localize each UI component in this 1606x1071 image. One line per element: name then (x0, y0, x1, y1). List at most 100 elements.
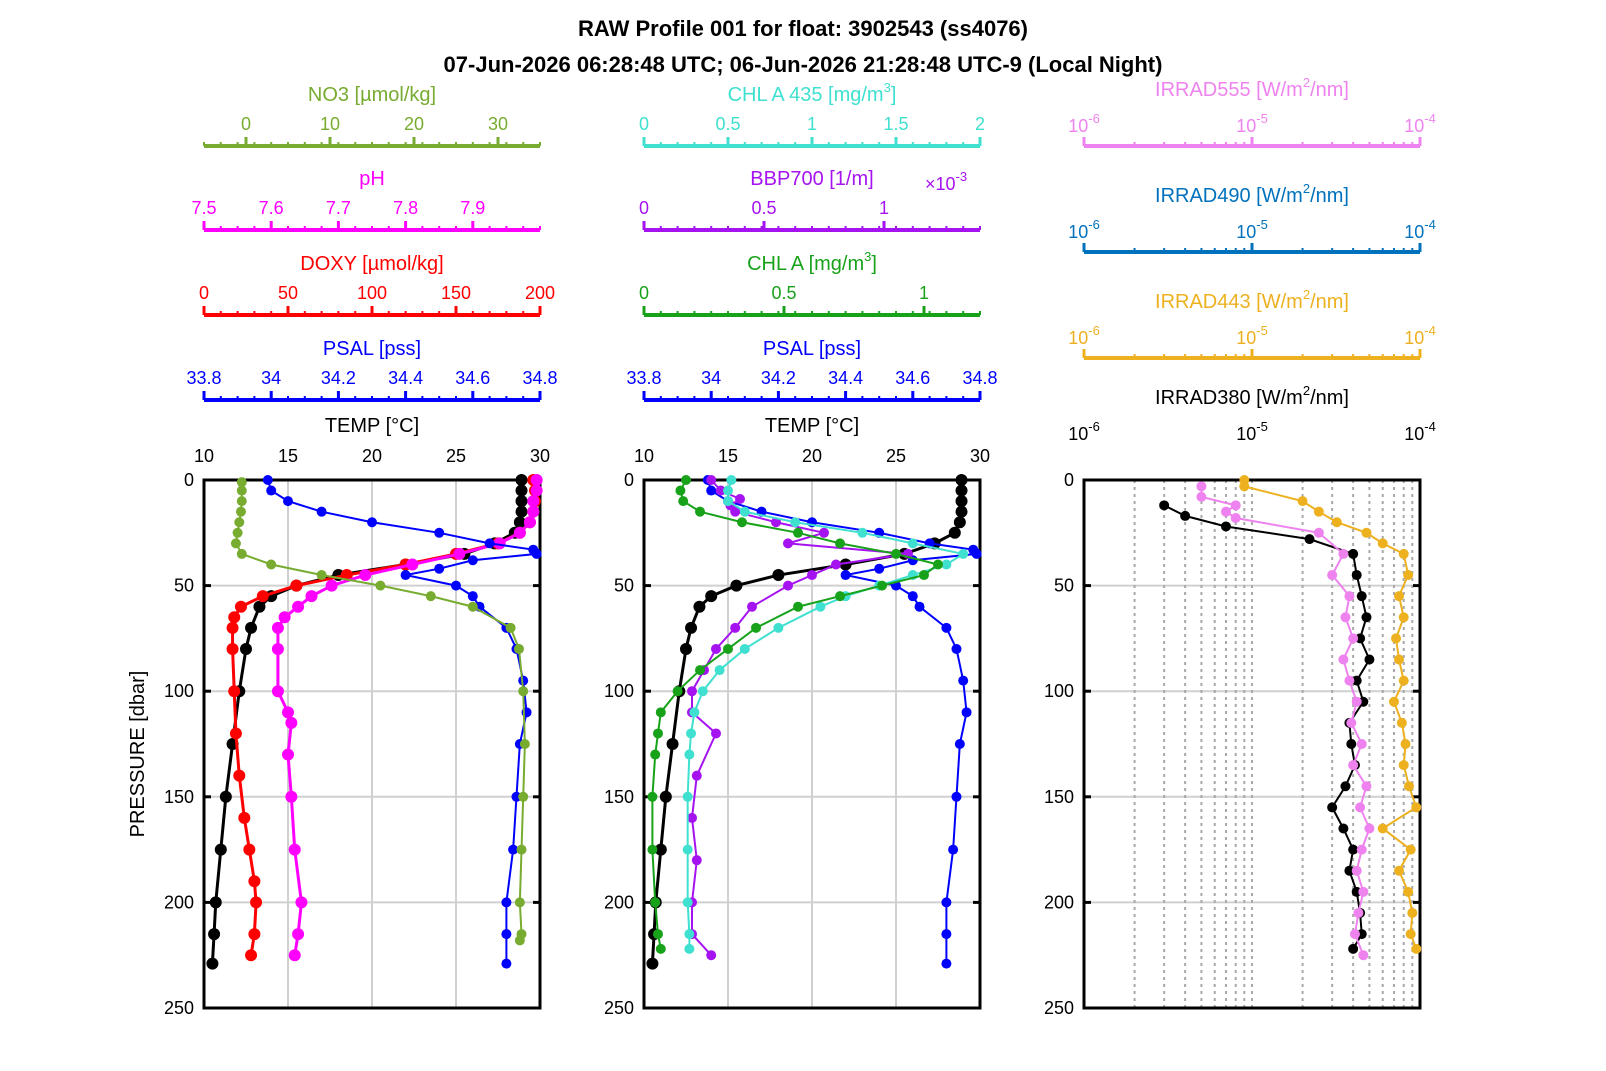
axis-ph: 7.5 7.6 7.7 7.8 7.9 pH (191, 168, 541, 232)
data-point (288, 843, 301, 856)
data-point (772, 569, 785, 582)
data-point (1196, 481, 1207, 492)
data-point (705, 590, 718, 603)
axis-tick-label: 10-4 (1404, 419, 1436, 444)
data-point (501, 897, 512, 908)
series-line-TEMP (650, 480, 964, 964)
data-point (493, 537, 506, 550)
data-point (793, 527, 803, 538)
data-point (236, 548, 247, 559)
y-tick-label: 0 (624, 470, 634, 490)
data-point (1364, 823, 1375, 834)
data-point (689, 707, 700, 718)
data-point (518, 675, 529, 686)
axis-tick-label: 34.8 (522, 368, 557, 388)
data-point (682, 844, 693, 855)
data-point (1344, 865, 1355, 876)
data-point (325, 579, 338, 592)
data-point (518, 791, 529, 802)
axis-tick-label: 15 (278, 446, 298, 466)
data-point (1364, 654, 1375, 665)
axis-tick-label: 30 (970, 446, 990, 466)
data-point (501, 958, 512, 969)
data-point (527, 505, 540, 518)
axis-title-temp: TEMP [°C] (765, 415, 859, 437)
axis-tick-label: 10-4 (1404, 217, 1436, 242)
data-point (515, 495, 528, 508)
data-point (1349, 929, 1360, 940)
axis-title-doxy: DOXY [µmol/kg] (300, 253, 443, 275)
data-point (514, 643, 524, 654)
data-point (292, 928, 305, 941)
axis-doxy: 0 50 100 150 200 DOXY [µmol/kg] (199, 253, 555, 317)
data-point (941, 897, 952, 908)
middle-plot: 0 50 100 150 200 250 (604, 470, 982, 1018)
data-point (948, 526, 961, 539)
axis-tick-label: 7.5 (191, 198, 216, 218)
axis-tick-label: 10-5 (1236, 111, 1268, 136)
data-point (292, 600, 305, 613)
data-point (1338, 548, 1349, 559)
series-NO3 (230, 477, 530, 946)
data-point (248, 875, 261, 888)
series-line-PSAL (266, 479, 539, 964)
data-point (228, 611, 241, 624)
data-point (271, 621, 284, 634)
data-point (523, 516, 536, 529)
data-point (684, 749, 695, 760)
data-point (467, 601, 478, 612)
data-point (467, 555, 478, 566)
data-point (282, 748, 294, 761)
y-tick-label: 150 (164, 787, 194, 807)
axis-tick-label: 7.7 (326, 198, 351, 218)
data-point (1400, 739, 1411, 749)
data-point (206, 957, 219, 970)
axis-tick-label: 10-6 (1068, 217, 1100, 242)
data-point (914, 601, 925, 612)
series-line-IRRAD380 (1163, 504, 1371, 950)
data-point (1338, 823, 1349, 834)
data-point (1313, 506, 1324, 517)
axis-tick-label: 1 (807, 114, 817, 134)
data-point (1398, 675, 1409, 686)
data-point (219, 790, 232, 803)
data-point (248, 928, 261, 941)
data-point (711, 728, 721, 739)
series-TEMP (646, 474, 968, 970)
axis-tick-label: 0 (199, 283, 209, 303)
data-point (1407, 907, 1418, 918)
series-line-PSAL (706, 479, 979, 964)
left-plot: 0 50 100 150 200 250 (164, 470, 542, 1018)
axis-tick-label: 0 (639, 283, 649, 303)
data-point (214, 843, 227, 856)
data-point (1327, 570, 1338, 581)
data-point (262, 475, 273, 485)
data-point (933, 559, 943, 570)
series-line-NO3 (234, 482, 526, 941)
series-line-IRRAD443 (1243, 480, 1418, 950)
y-tick-label: 200 (164, 892, 194, 912)
data-point (1348, 633, 1359, 644)
data-point (367, 517, 377, 528)
data-point (1348, 760, 1359, 771)
data-point (687, 812, 697, 823)
data-point (1340, 612, 1351, 623)
data-point (682, 897, 693, 908)
data-point (1411, 943, 1422, 954)
data-point (359, 569, 372, 582)
data-point (1348, 844, 1359, 855)
y-tick-label: 100 (604, 681, 634, 701)
data-point (1356, 844, 1367, 855)
data-point (234, 517, 245, 528)
data-point (958, 675, 969, 686)
data-point (695, 665, 705, 676)
axis-chla: 0 0.5 1 CHL A [mg/m3] (639, 249, 981, 317)
axis-tick-label: 0 (639, 198, 649, 218)
data-point (1396, 717, 1407, 728)
data-point (835, 591, 845, 602)
axis-tick-label: 1 (879, 198, 889, 218)
axis-tick-label: 25 (886, 446, 906, 466)
data-point (654, 843, 667, 856)
axis-tick-label: 10 (320, 114, 340, 134)
data-point (518, 686, 529, 697)
